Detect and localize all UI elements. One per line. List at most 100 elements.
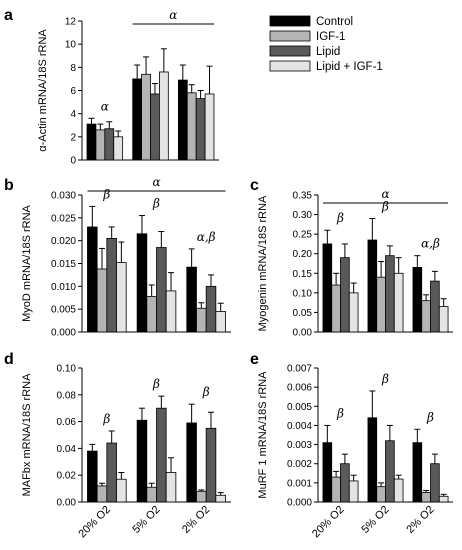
bar — [156, 247, 167, 333]
y-tick-label: 0.05 — [293, 308, 313, 319]
y-axis-title: MAFbx mRNA/18S rRNA — [21, 373, 33, 497]
y-tick-label: 0.004 — [287, 421, 312, 432]
legend-swatch-lipid-igf1 — [269, 60, 311, 72]
y-tick-label: 0.002 — [287, 459, 312, 470]
bar — [96, 268, 108, 333]
y-tick-label: 0.025 — [51, 213, 76, 224]
y-tick-label: 0.005 — [51, 305, 76, 316]
significance-annotation: β — [381, 199, 389, 213]
bar — [104, 128, 115, 161]
bar — [106, 237, 117, 333]
chart-panel-a: 0 2 4 6 8 10 12 α-Actin mRNA/18S rRNA α α — [37, 8, 219, 167]
panel-label-c: c — [250, 177, 259, 194]
bar — [136, 233, 148, 333]
bar — [331, 284, 341, 333]
y-tick-label: 0.10 — [57, 364, 77, 375]
bar — [393, 478, 404, 503]
bar — [195, 98, 206, 161]
y-tick-label: 0.020 — [51, 236, 76, 247]
bar — [376, 276, 386, 333]
bar — [95, 129, 106, 161]
x-tick-label: 2% O2 — [404, 504, 436, 536]
significance-annotation: β — [102, 187, 110, 201]
significance-annotation: β — [152, 197, 160, 211]
bar — [146, 486, 157, 503]
bar — [430, 463, 440, 503]
y-tick-label: 0.015 — [51, 259, 76, 270]
y-tick-label: 0 — [70, 156, 76, 167]
significance-annotation: α — [101, 99, 109, 113]
y-tick-label: 0.25 — [293, 230, 313, 241]
legend: Control IGF-1 Lipid Lipid + IGF-1 — [269, 15, 383, 73]
chart-panel-d: 0.00 0.02 0.04 0.06 0.08 0.10 MAFbx mRNA/18S r… — [21, 364, 231, 541]
y-tick-label: 0.001 — [287, 478, 312, 489]
legend-label-igf1: IGF-1 — [316, 31, 345, 43]
bar — [196, 490, 207, 503]
significance-annotation: β — [102, 412, 110, 426]
significance-annotation: α — [381, 187, 389, 201]
x-tick-label: 5% O2 — [130, 504, 162, 536]
chart-panel-c: 0.00 0.05 0.10 0.15 0.20 0.25 0.30 0.35 Myogenin… — [257, 187, 453, 339]
y-tick-label: 0.08 — [57, 390, 77, 401]
bar — [132, 78, 142, 161]
legend-swatch-lipid — [269, 45, 311, 57]
bar — [430, 280, 440, 333]
y-tick-label: 0.06 — [57, 417, 77, 428]
y-tick-label: 0.000 — [51, 328, 76, 339]
bar — [385, 440, 395, 503]
significance-annotation: β — [202, 385, 210, 399]
significance-annotation: β — [336, 406, 344, 420]
significance-annotation: α — [169, 8, 177, 22]
bar — [196, 307, 207, 333]
x-tick-label: 5% O2 — [359, 504, 391, 536]
bar — [421, 492, 431, 503]
bar — [87, 226, 98, 333]
bar — [348, 292, 359, 333]
bar — [186, 422, 197, 503]
y-tick-label: 0.20 — [293, 249, 313, 260]
x-tick-label: 20% O2 — [76, 504, 113, 541]
y-tick-label: 0.030 — [51, 191, 76, 202]
bar — [421, 300, 431, 333]
bar — [165, 472, 177, 503]
y-tick-label: 0.02 — [57, 471, 77, 482]
bar — [438, 495, 449, 503]
bar — [340, 463, 350, 503]
bar — [116, 478, 127, 503]
bar — [186, 266, 197, 333]
significance-annotation: β — [381, 372, 389, 386]
y-tick-label: 4 — [70, 109, 76, 120]
bar — [186, 92, 197, 161]
bar — [87, 450, 98, 503]
chart-panel-e: 0.000 0.001 0.002 0.003 0.004 0.005 0.006 0.007… — [257, 364, 453, 541]
bar — [165, 290, 177, 333]
y-tick-label: 0.15 — [293, 269, 313, 280]
bar — [106, 442, 117, 503]
y-tick-label: 0.010 — [51, 282, 76, 293]
panel-label-d: d — [4, 351, 14, 368]
y-tick-label: 12 — [65, 17, 77, 28]
significance-annotation: β — [336, 211, 344, 225]
y-tick-label: 0.00 — [57, 498, 77, 509]
y-tick-label: 2 — [70, 132, 76, 143]
y-axis-title: α-Actin mRNA/18S rRNA — [37, 29, 49, 152]
x-tick-label: 20% O2 — [310, 504, 347, 541]
bar — [215, 494, 226, 503]
significance-annotation: β — [152, 377, 160, 391]
y-tick-label: 0.00 — [293, 328, 313, 339]
significance-annotation: β — [426, 410, 434, 424]
bar — [204, 93, 215, 161]
significance-annotation: α,β — [197, 230, 216, 244]
legend-label-control: Control — [316, 16, 353, 28]
legend-label-lipid-igf1: Lipid + IGF-1 — [316, 61, 383, 73]
y-axis-title: MuRF 1 mRNA/18S rRNA — [257, 371, 269, 499]
bar — [331, 476, 341, 503]
bar — [412, 442, 423, 503]
bar — [86, 123, 97, 161]
bar — [367, 417, 378, 503]
bar — [150, 93, 160, 161]
y-tick-label: 8 — [70, 63, 76, 74]
legend-label-lipid: Lipid — [316, 46, 340, 58]
bar — [322, 243, 333, 333]
